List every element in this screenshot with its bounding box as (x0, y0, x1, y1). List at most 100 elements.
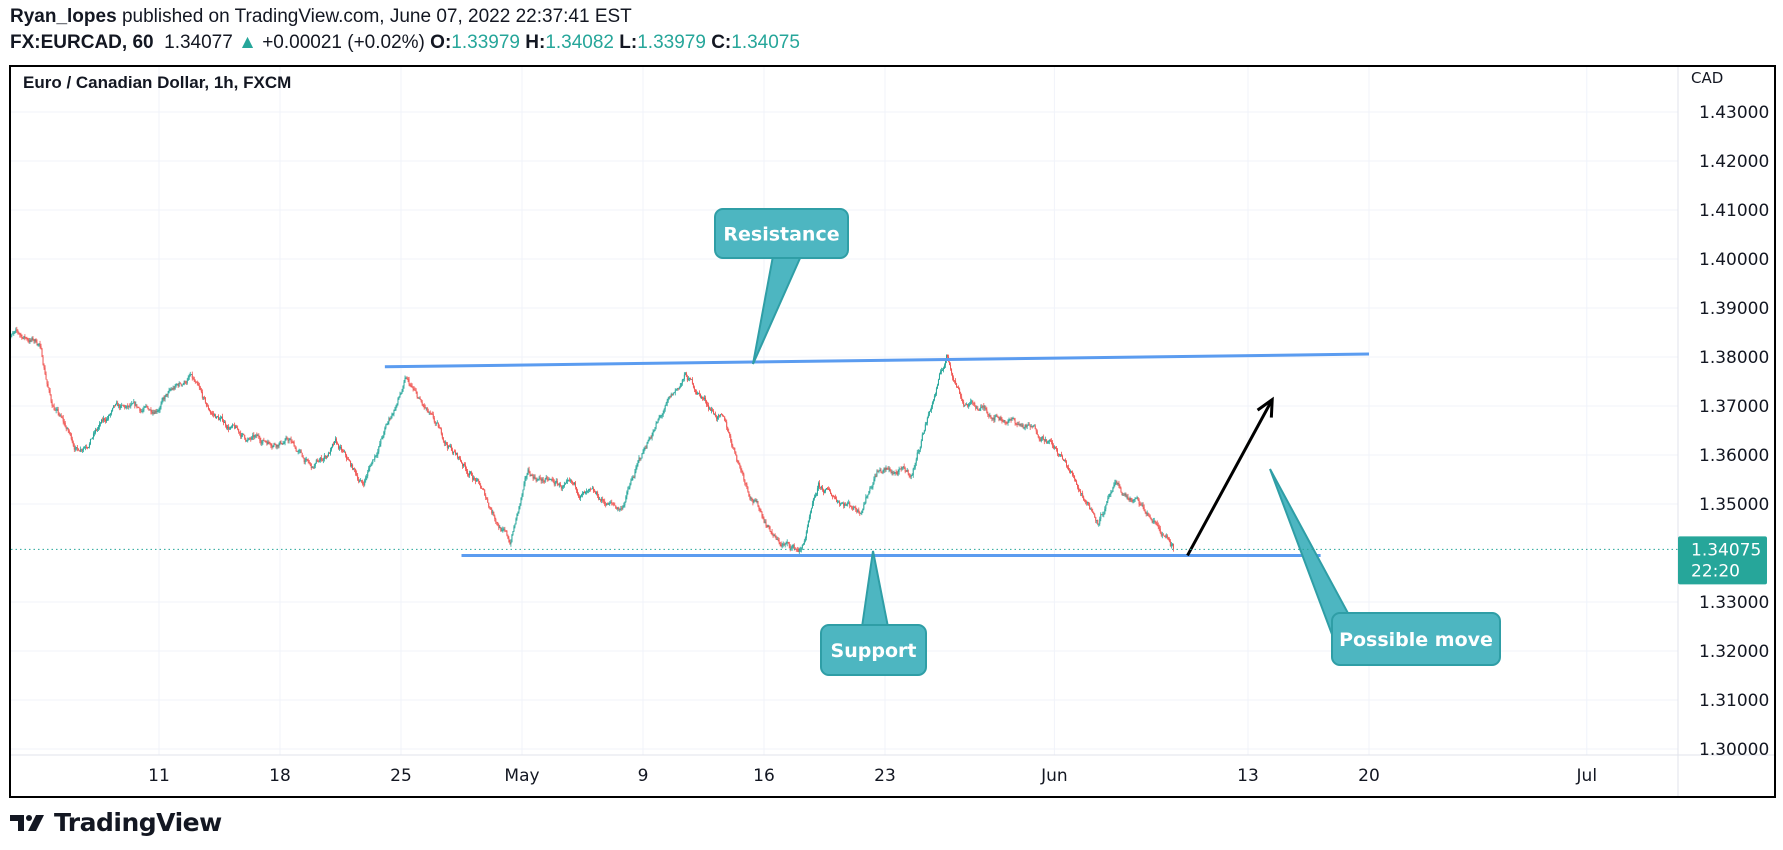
candle-body (885, 467, 887, 470)
candle-body (316, 460, 318, 462)
candle-body (792, 545, 794, 548)
candle-body (503, 529, 505, 531)
candle-body (330, 446, 332, 450)
possible-move-callout-box (1331, 612, 1501, 666)
possible-move-callout[interactable]: Possible move (1269, 468, 1501, 666)
candle-body (381, 437, 383, 440)
candle-body (793, 545, 795, 549)
candle-body (232, 424, 234, 427)
candle-body (625, 496, 627, 502)
candle-body (906, 469, 908, 472)
candle-body (214, 414, 216, 419)
candle-body (665, 403, 667, 406)
candle-body (456, 453, 458, 458)
candle-body (411, 385, 413, 388)
candle-body (182, 384, 184, 386)
candle-body (869, 488, 871, 492)
candle-body (165, 393, 167, 397)
candle-body (1061, 456, 1063, 460)
candle-body (190, 374, 192, 375)
author[interactable]: Ryan_lopes (10, 6, 117, 27)
price-tick-label: 1.38000 (1699, 348, 1769, 368)
candle-body (114, 405, 116, 407)
candle-body (347, 458, 349, 460)
resistance-callout-label: Resistance (723, 224, 839, 246)
candle-body (706, 401, 708, 405)
candle-body (1162, 534, 1164, 536)
candle-body (764, 521, 766, 523)
candle-body (294, 446, 296, 448)
resistance-callout-box (714, 208, 849, 259)
candle-body (151, 411, 153, 414)
candle-body (394, 409, 396, 411)
price-tick-label: 1.40000 (1699, 250, 1769, 270)
support-callout[interactable]: Support (820, 550, 927, 676)
candle-body (338, 447, 340, 449)
candle-body (154, 411, 156, 414)
candle-body (219, 419, 220, 421)
candle-body (785, 543, 787, 545)
candle-body (533, 476, 535, 479)
candle-body (784, 544, 786, 545)
candle-body (1020, 424, 1022, 426)
chart-panel[interactable]: Resistance Support Possible move Euro / Ca… (9, 65, 1776, 798)
candle-body (24, 336, 26, 338)
candle-body (85, 447, 87, 448)
candle-body (231, 426, 233, 428)
candle-body (297, 451, 299, 453)
candle-body (1144, 510, 1146, 512)
drawings[interactable]: Resistance Support Possible move (384, 208, 1501, 676)
candle-body (176, 384, 178, 385)
candle-body (834, 496, 836, 498)
candle-body (123, 405, 125, 407)
candle-body (346, 454, 348, 459)
candle-body (701, 397, 703, 399)
candle-body (935, 388, 937, 394)
candle-body (193, 379, 195, 382)
candle-body (421, 401, 423, 405)
candle-body (502, 529, 504, 531)
candle-body (577, 493, 579, 497)
resistance-callout[interactable]: Resistance (714, 208, 849, 365)
candle-body (1116, 481, 1118, 485)
candle-body (802, 544, 804, 546)
candle-body (955, 380, 957, 384)
candle-body (1011, 418, 1013, 421)
candle-body (291, 441, 293, 443)
candle-body (916, 452, 918, 460)
candle-body (1138, 499, 1140, 505)
candle-body (510, 542, 512, 545)
candle-body (808, 516, 810, 521)
price-chart[interactable]: Resistance Support Possible move Euro / Ca… (11, 67, 1774, 796)
candle-body (526, 474, 528, 477)
candle-body (837, 501, 839, 503)
tradingview-logo[interactable]: TradingView (10, 808, 222, 837)
candle-body (286, 437, 288, 439)
candle-body (410, 385, 412, 387)
candle-body (450, 446, 452, 451)
candle-body (693, 387, 695, 390)
candle-body (420, 399, 422, 402)
candle-body (103, 418, 105, 421)
candle-body (898, 469, 900, 472)
candle-body (797, 549, 799, 553)
candle-body (497, 522, 499, 526)
candle-body (945, 360, 946, 366)
candle-body (1026, 425, 1028, 427)
low-label: L: (619, 32, 638, 53)
candle-body (355, 469, 357, 474)
candle-body (422, 404, 424, 406)
candle-body (1136, 497, 1138, 499)
candle-body (845, 504, 847, 506)
candle-body (331, 444, 333, 447)
candle-body (739, 463, 741, 466)
axes: Euro / Canadian Dollar, 1h, FXCM CAD 1.4… (11, 67, 1774, 796)
candles (11, 326, 1174, 555)
candle-body (732, 445, 734, 448)
candle-body (353, 468, 355, 470)
candle-body (1047, 441, 1049, 443)
candle-body (228, 426, 230, 430)
candle-body (770, 531, 772, 532)
candle-body (766, 525, 768, 527)
candle-body (902, 466, 904, 468)
